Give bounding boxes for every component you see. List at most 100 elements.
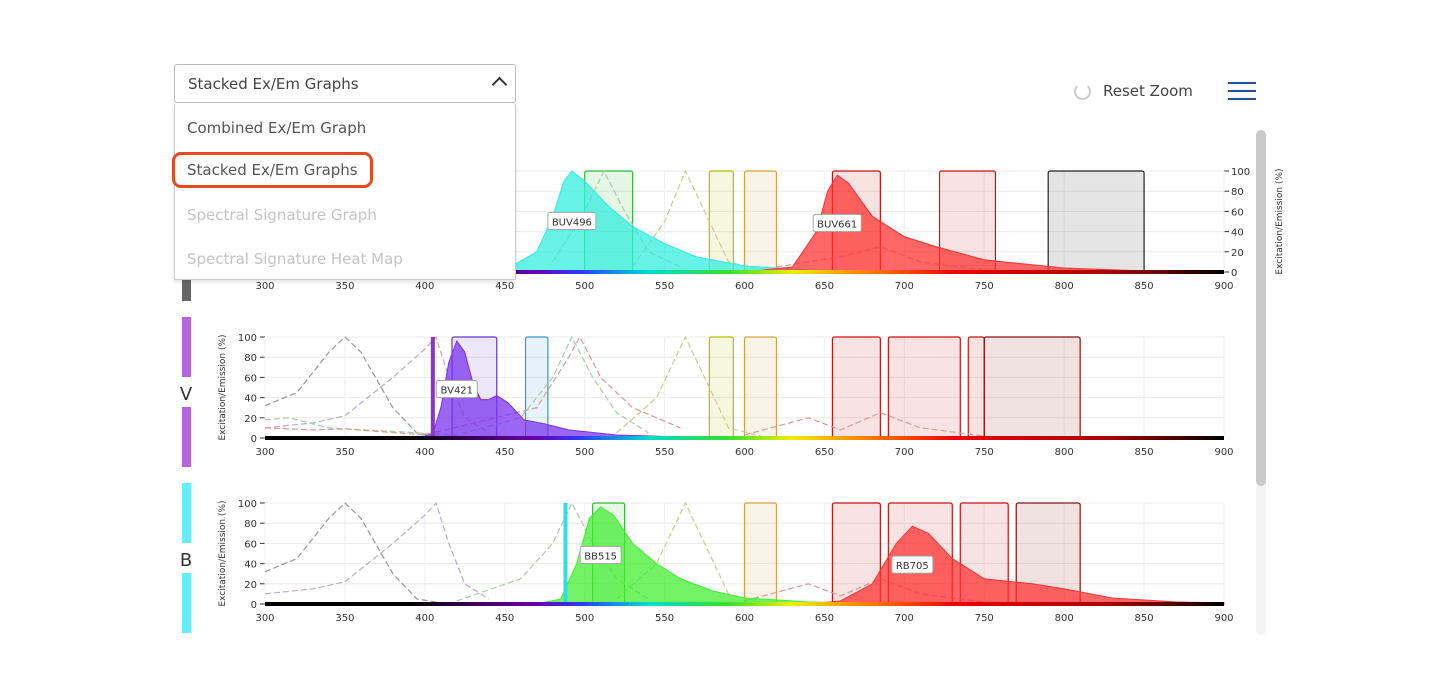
x-tick-label: 500 xyxy=(575,447,594,458)
x-tick-label: 300 xyxy=(255,281,274,292)
x-tick-label: 350 xyxy=(335,281,354,292)
laser-bar xyxy=(182,407,191,467)
graph-type-dropdown[interactable]: Stacked Ex/Em Graphs xyxy=(174,64,516,103)
x-tick-label: 850 xyxy=(1135,447,1154,458)
x-tick-label: 650 xyxy=(815,613,834,624)
laser-line xyxy=(430,337,435,438)
x-tick-label: 550 xyxy=(655,447,674,458)
y-tick-label: 100 xyxy=(238,499,257,510)
option-combined-graph[interactable]: Combined Ex/Em Graph xyxy=(187,119,367,137)
chart-panel-1: Excitation/Emission (%) 0 20 40 60 80 100 300 35… xyxy=(182,151,1285,301)
x-tick-label: 550 xyxy=(655,613,674,624)
emission-label-box xyxy=(579,546,622,565)
excitation-curve xyxy=(744,412,985,437)
y-axis-label: Excitation/Emission (%) xyxy=(218,500,228,606)
x-tick-label: 450 xyxy=(495,447,514,458)
y-tick-label: 80 xyxy=(244,519,257,530)
emission-label-box xyxy=(435,380,478,399)
x-tick-label: 900 xyxy=(1214,613,1233,624)
x-tick-label: 500 xyxy=(575,613,594,624)
option-stacked-graphs[interactable]: Stacked Ex/Em Graphs xyxy=(172,152,373,188)
y-tick-label: 20 xyxy=(244,414,257,425)
filter-band xyxy=(967,336,985,439)
reset-zoom-button[interactable]: Reset Zoom xyxy=(1074,82,1193,100)
filter-band xyxy=(743,336,778,439)
emission-label-box xyxy=(891,555,934,574)
y-axis-label: Excitation/Emission (%) xyxy=(1275,168,1285,274)
scrollbar-thumb[interactable] xyxy=(1256,130,1266,486)
x-tick-label: 700 xyxy=(895,447,914,458)
laser-label: V xyxy=(180,384,193,405)
filter-band xyxy=(708,170,734,273)
x-tick-label: 450 xyxy=(495,281,514,292)
filter-band xyxy=(743,502,778,605)
option-spectral-signature-heatmap: Spectral Signature Heat Map xyxy=(187,250,403,268)
x-tick-label: 750 xyxy=(975,447,994,458)
emission-area[interactable] xyxy=(536,506,905,605)
emission-label-box xyxy=(812,214,862,233)
filter-band xyxy=(983,336,1081,439)
reset-zoom-label: Reset Zoom xyxy=(1103,82,1193,100)
x-tick-label: 850 xyxy=(1135,613,1154,624)
hamburger-icon[interactable] xyxy=(1228,82,1256,100)
dropdown-selected-value: Stacked Ex/Em Graphs xyxy=(188,75,359,93)
chart-panel-2: V Excitation/Emission (%) 0 20 40 60 80 100 300 3… xyxy=(180,317,1234,467)
x-tick-label: 400 xyxy=(415,613,434,624)
x-tick-label: 450 xyxy=(495,613,514,624)
refresh-icon xyxy=(1074,82,1091,100)
spectrum-baseline xyxy=(265,270,1224,274)
excitation-curve xyxy=(264,501,490,600)
y-tick-label: 60 xyxy=(1231,207,1244,218)
excitation-curve xyxy=(264,335,681,436)
dropdown-menu: Combined Ex/Em Graph Stacked Ex/Em Graph… xyxy=(172,104,516,280)
x-tick-label: 400 xyxy=(415,281,434,292)
excitation-curve xyxy=(616,335,761,437)
x-tick-label: 750 xyxy=(975,281,994,292)
y-tick-label: 20 xyxy=(1231,248,1244,259)
excitation-curve xyxy=(632,169,761,271)
emission-label: BUV661 xyxy=(817,220,857,231)
spectrum-baseline xyxy=(265,602,1224,606)
emission-area[interactable] xyxy=(416,339,745,439)
y-tick-label: 100 xyxy=(1231,167,1250,178)
x-tick-label: 800 xyxy=(1055,447,1074,458)
emission-label: BUV496 xyxy=(552,218,592,229)
y-tick-label: 40 xyxy=(244,560,257,571)
excitation-curve xyxy=(264,502,441,604)
x-tick-label: 300 xyxy=(255,613,274,624)
excitation-curve xyxy=(744,578,985,603)
y-tick-label: 20 xyxy=(244,580,257,591)
y-tick-label: 40 xyxy=(244,394,257,405)
laser-bar xyxy=(182,483,191,543)
spectrum-baseline xyxy=(265,436,1224,440)
x-tick-label: 750 xyxy=(975,613,994,624)
scrollbar[interactable] xyxy=(1256,130,1266,635)
emission-label: BB515 xyxy=(584,552,617,563)
y-tick-label: 0 xyxy=(251,434,257,445)
laser-line xyxy=(563,503,568,604)
x-tick-label: 850 xyxy=(1135,281,1154,292)
y-tick-label: 0 xyxy=(251,600,257,611)
laser-label: B xyxy=(180,550,192,571)
y-tick-label: 80 xyxy=(244,353,257,364)
option-spectral-signature-graph: Spectral Signature Graph xyxy=(187,206,377,224)
y-tick-label: 60 xyxy=(244,373,257,384)
x-tick-label: 700 xyxy=(895,281,914,292)
y-tick-label: 80 xyxy=(1231,187,1244,198)
x-tick-label: 650 xyxy=(815,447,834,458)
y-tick-label: 0 xyxy=(1231,268,1237,279)
filter-band xyxy=(887,336,961,439)
chevron-up-icon[interactable] xyxy=(491,76,508,93)
filter-band xyxy=(1047,170,1145,273)
x-tick-label: 800 xyxy=(1055,613,1074,624)
filter-band xyxy=(743,170,778,273)
laser-bar xyxy=(182,573,191,633)
chart-panel-3: B Excitation/Emission (%) 0 20 40 60 80 100 300 3… xyxy=(180,483,1234,633)
x-tick-label: 550 xyxy=(655,281,674,292)
x-tick-label: 600 xyxy=(735,447,754,458)
y-tick-label: 40 xyxy=(1231,228,1244,239)
y-axis-label: Excitation/Emission (%) xyxy=(218,334,228,440)
x-tick-label: 900 xyxy=(1214,281,1233,292)
filter-band xyxy=(708,336,734,439)
